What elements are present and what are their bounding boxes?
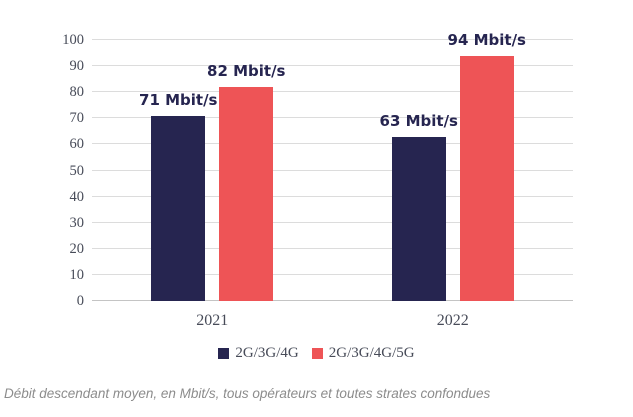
gridline-60 (92, 143, 573, 145)
x-category-label-2022: 2022 (436, 312, 469, 329)
gridline-50 (92, 169, 573, 171)
bar-2021-2G-3G-4G-5G (219, 86, 274, 301)
legend-swatch-icon (218, 347, 230, 359)
y-tick-label-80: 80 (69, 84, 85, 101)
legend-label: 2G/3G/4G/5G (328, 345, 415, 361)
y-tick-label-20: 20 (69, 240, 85, 257)
gridline-20 (92, 247, 573, 249)
data-label-2021-2G-3G-4G-5G: 82 Mbit/s (207, 61, 286, 80)
plot-area: 71 Mbit/s 82 Mbit/s 63 Mbit/s 94 Mbit/s (92, 31, 573, 301)
bar-2021-2G-3G-4G (151, 115, 206, 301)
gridline-80 (92, 91, 573, 93)
y-tick-label-0: 0 (76, 293, 84, 309)
x-category-label-2021: 2021 (196, 312, 229, 329)
legend-swatch-icon (311, 347, 323, 359)
y-tick-label-40: 40 (69, 188, 85, 205)
legend-item-2G-3G-4G: 2G/3G/4G (218, 344, 299, 362)
gridline-0 (92, 300, 573, 301)
y-tick-label-70: 70 (69, 110, 85, 127)
y-tick-label-50: 50 (69, 162, 85, 179)
data-label-2021-2G-3G-4G: 71 Mbit/s (139, 90, 218, 109)
legend-item-2G-3G-4G-5G: 2G/3G/4G/5G (311, 344, 415, 362)
gridline-10 (92, 273, 573, 275)
legend: 2G/3G/4G 2G/3G/4G/5G (0, 344, 633, 362)
data-label-2022-2G-3G-4G: 63 Mbit/s (379, 111, 458, 130)
gridline-70 (92, 117, 573, 119)
legend-label: 2G/3G/4G (235, 345, 299, 361)
gridline-90 (92, 65, 573, 67)
chart-caption: Débit descendant moyen, en Mbit/s, tous … (4, 386, 491, 401)
gridline-100 (92, 39, 573, 40)
gridline-40 (92, 195, 573, 197)
bar-2022-2G-3G-4G-5G (459, 55, 514, 301)
y-tick-label-60: 60 (69, 136, 85, 153)
y-tick-label-10: 10 (69, 266, 85, 283)
y-tick-label-100: 100 (62, 32, 84, 48)
y-tick-label-30: 30 (69, 214, 85, 231)
y-tick-label-90: 90 (69, 58, 85, 75)
data-label-2022-2G-3G-4G-5G: 94 Mbit/s (447, 30, 526, 49)
gridline-30 (92, 221, 573, 223)
bar-2022-2G-3G-4G (391, 136, 446, 301)
